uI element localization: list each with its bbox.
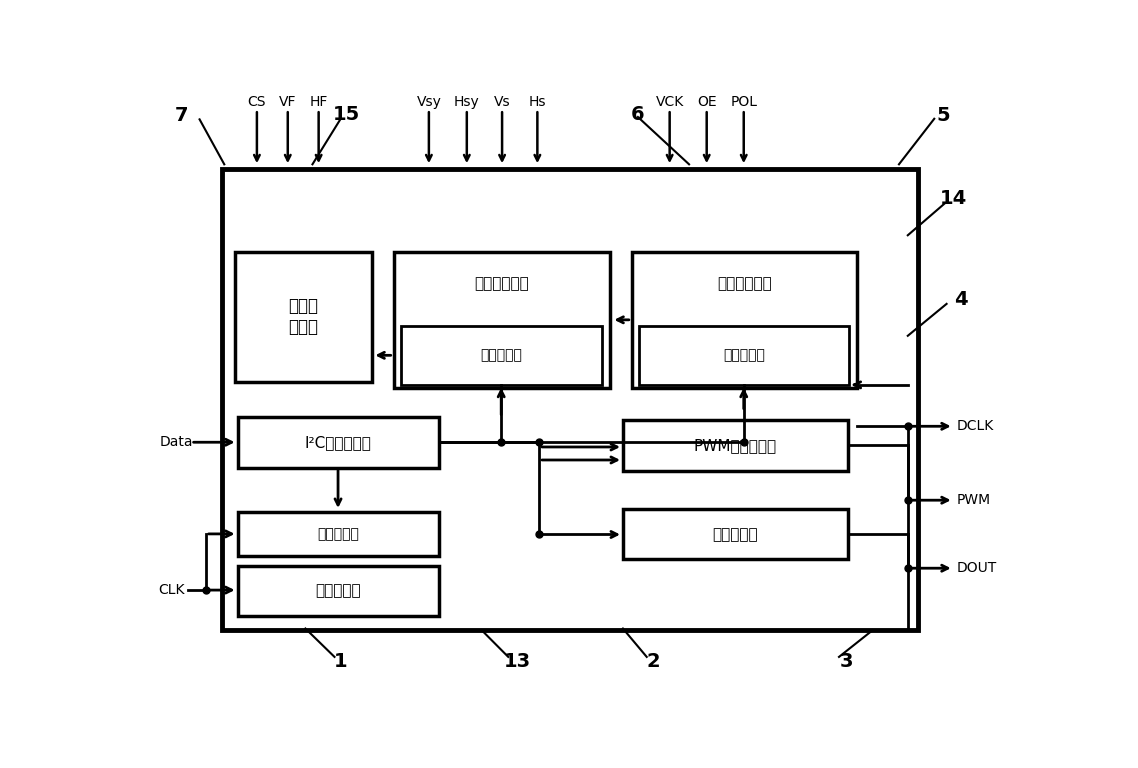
FancyBboxPatch shape <box>622 420 848 471</box>
Text: I²C接口控制器: I²C接口控制器 <box>305 435 371 450</box>
FancyBboxPatch shape <box>222 169 918 631</box>
Text: 5: 5 <box>937 106 950 125</box>
Text: 1: 1 <box>333 651 347 670</box>
Text: 3: 3 <box>840 651 852 670</box>
Text: 数字变频器: 数字变频器 <box>315 584 361 598</box>
Text: 7: 7 <box>174 106 188 125</box>
FancyBboxPatch shape <box>234 252 371 382</box>
Text: PWM: PWM <box>956 493 990 507</box>
Text: DCLK: DCLK <box>956 419 993 433</box>
FancyBboxPatch shape <box>632 252 857 388</box>
Text: OE: OE <box>696 94 717 108</box>
Text: Data: Data <box>159 435 193 449</box>
FancyBboxPatch shape <box>238 418 438 468</box>
FancyBboxPatch shape <box>238 567 438 615</box>
Text: 行扫描控制器: 行扫描控制器 <box>475 276 529 291</box>
Text: Hs: Hs <box>529 94 546 108</box>
Text: PWM波形发生器: PWM波形发生器 <box>694 438 777 453</box>
Text: 13: 13 <box>503 651 530 670</box>
Text: 6: 6 <box>632 104 645 124</box>
Text: 配置寄存器: 配置寄存器 <box>480 349 522 362</box>
Text: POL: POL <box>731 94 757 108</box>
Text: 存储器
控制器: 存储器 控制器 <box>288 297 319 336</box>
Text: 4: 4 <box>954 290 967 309</box>
Text: VF: VF <box>279 94 297 108</box>
Text: 15: 15 <box>333 105 361 124</box>
Text: 14: 14 <box>940 189 967 208</box>
Text: CS: CS <box>248 94 266 108</box>
Text: DOUT: DOUT <box>956 561 997 575</box>
Text: HF: HF <box>310 94 328 108</box>
Text: 状态寄存器: 状态寄存器 <box>712 527 758 541</box>
FancyBboxPatch shape <box>622 509 848 559</box>
Text: Hsy: Hsy <box>454 94 480 108</box>
FancyBboxPatch shape <box>394 252 610 388</box>
FancyBboxPatch shape <box>238 512 438 556</box>
FancyBboxPatch shape <box>401 326 602 385</box>
FancyBboxPatch shape <box>638 326 849 385</box>
Text: Vs: Vs <box>494 94 511 108</box>
Text: 列扫描控制器: 列扫描控制器 <box>717 276 772 291</box>
Text: 2: 2 <box>648 651 660 670</box>
Text: 配置寄存器: 配置寄存器 <box>723 349 765 362</box>
Text: Vsy: Vsy <box>417 94 442 108</box>
Text: 配置寄存器: 配置寄存器 <box>318 527 358 541</box>
Text: VCK: VCK <box>655 94 684 108</box>
Text: CLK: CLK <box>158 583 184 597</box>
